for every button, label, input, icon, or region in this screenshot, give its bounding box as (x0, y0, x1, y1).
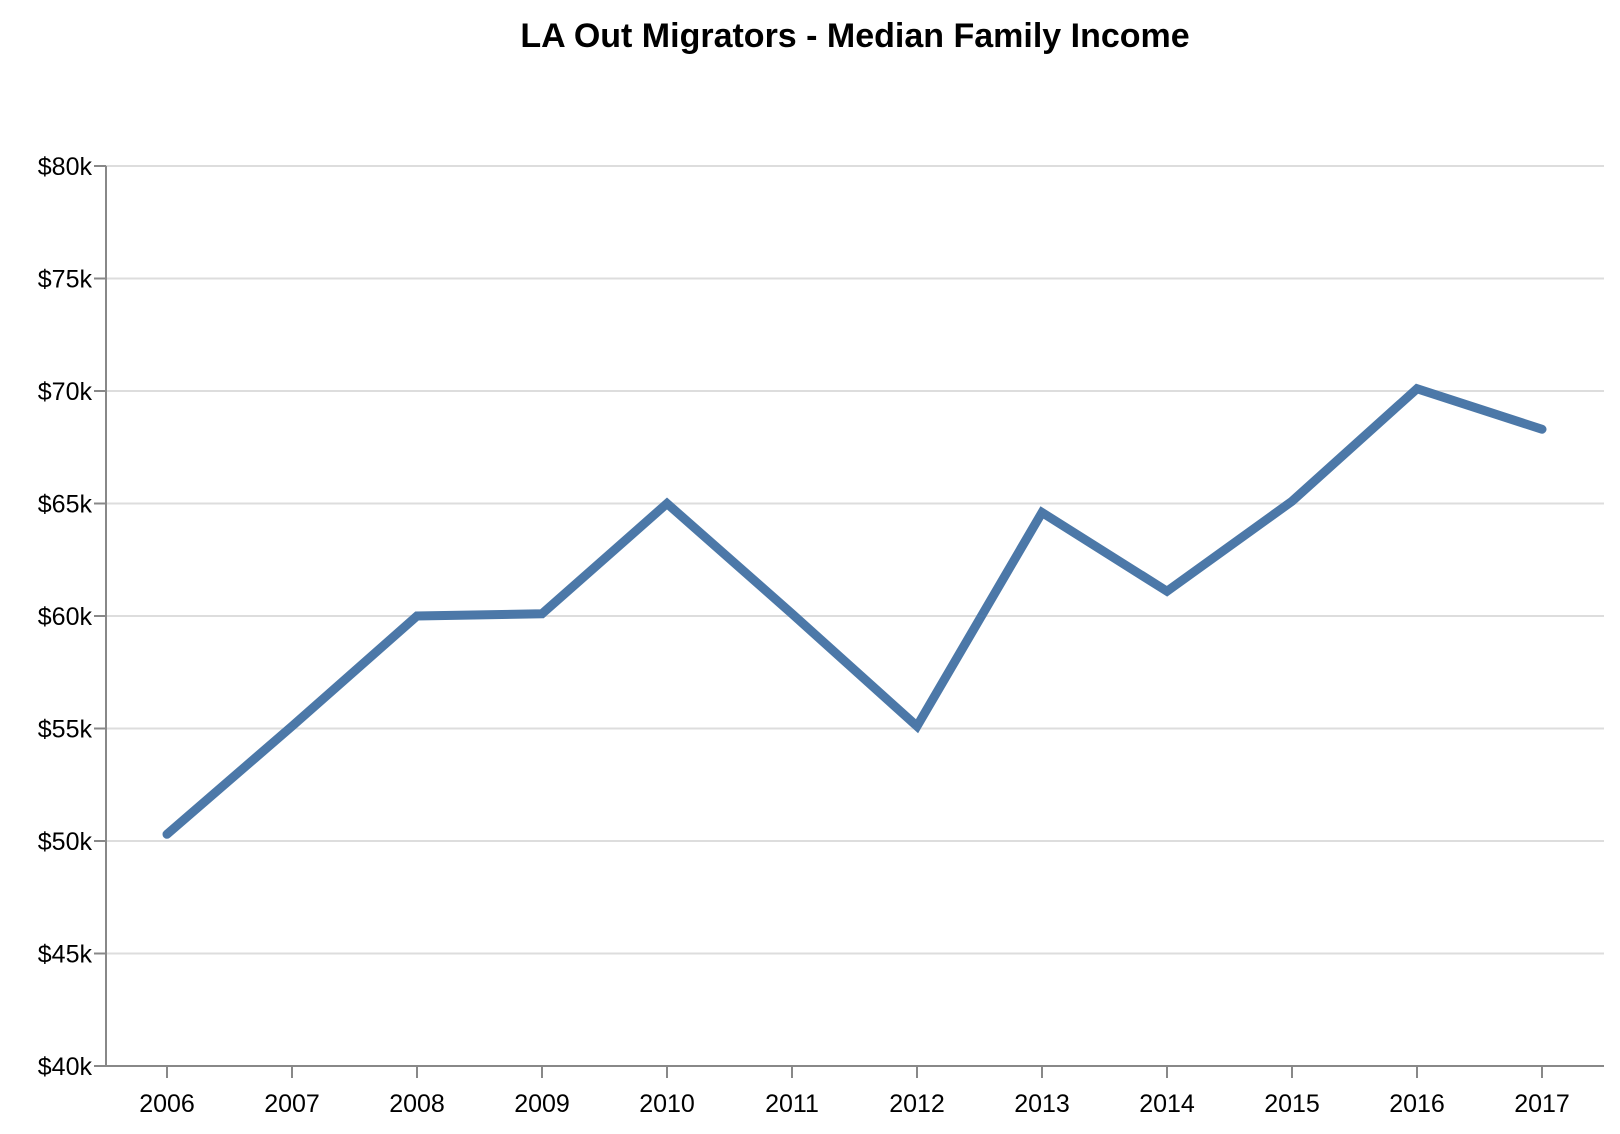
data-point (916, 725, 918, 727)
y-tick-label: $70k (38, 378, 93, 406)
y-tick-label: $55k (38, 716, 93, 744)
gridlines (106, 165, 1604, 1067)
x-tick-label: 2009 (514, 1090, 570, 1118)
x-tick-label: 2008 (389, 1090, 445, 1118)
data-point (166, 833, 168, 835)
data-point (1291, 500, 1293, 502)
data-point (541, 613, 543, 615)
y-tick-label: $40k (38, 1053, 93, 1081)
axes: $40k $45k $50k $55k $60k $65k $70k $75k $80k 2006… (38, 153, 1604, 1118)
x-tick-label: 2014 (1139, 1090, 1195, 1118)
x-tick-label: 2011 (765, 1090, 819, 1118)
x-tick-label: 2013 (1014, 1090, 1070, 1118)
data-point (791, 613, 793, 615)
y-tick-label: $65k (38, 491, 93, 519)
chart-title: LA Out Migrators - Median Family Income (520, 17, 1189, 55)
data-point (666, 503, 668, 504)
y-tick-label: $80k (38, 153, 93, 181)
x-tick-label: 2017 (1514, 1090, 1570, 1118)
data-point (291, 725, 293, 727)
x-tick-label: 2007 (264, 1090, 320, 1118)
data-point (1166, 590, 1168, 592)
x-tick-label: 2012 (889, 1090, 945, 1118)
data-point (1041, 512, 1043, 513)
y-tick-label: $75k (38, 266, 93, 294)
data-point (1416, 388, 1418, 390)
series (162, 383, 1547, 839)
x-tick-label: 2006 (139, 1090, 195, 1118)
x-tick-label: 2016 (1389, 1090, 1445, 1118)
x-tick-label: 2010 (639, 1090, 695, 1118)
y-tick-label: $50k (38, 828, 93, 856)
series-line (162, 383, 1547, 839)
y-tick-label: $45k (38, 941, 93, 969)
x-tick-label: 2015 (1264, 1090, 1320, 1118)
y-tick-label: $60k (38, 603, 93, 631)
data-point (416, 615, 418, 617)
data-point (1541, 428, 1543, 430)
